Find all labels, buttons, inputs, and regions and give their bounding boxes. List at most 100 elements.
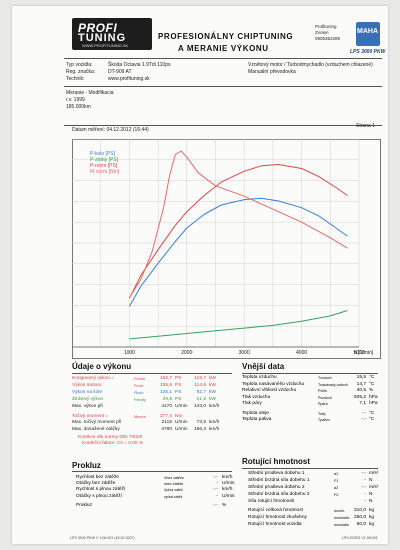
meta-divider — [64, 125, 382, 126]
vehicle-divider — [64, 86, 382, 87]
rotating-row-symbol: F1 — [334, 479, 339, 483]
chart-legend: P-kolo [PS] P-ztráty [PS] P-norm [PS] M-… — [90, 151, 119, 175]
perf-row-value1: 4780 — [161, 427, 172, 433]
header-divider — [64, 58, 382, 59]
external-row-symbol: Tnasávaný vzduch — [318, 382, 348, 387]
norm-note: Korekce dle normy DIN 70020 — [78, 435, 143, 440]
external-row-value: -.- — [361, 417, 366, 422]
rotating-row-unit: kg — [369, 515, 375, 520]
prokluz-row-value: -.- — [213, 502, 218, 508]
external-row-unit: hPa — [369, 401, 378, 406]
external-row-label: Teplota vzduchu — [242, 375, 277, 380]
prokluz-row-symbol: nplná zátěž — [164, 494, 183, 499]
perf-row-unit1: PS — [175, 382, 182, 388]
perf-row-unit2: kW — [209, 396, 216, 402]
rotating-title: Rotující hmotnost — [242, 457, 310, 466]
external-row-label: Relativní vlhkost vzduchu — [242, 388, 297, 393]
perf-row-value1: 4170 — [161, 403, 172, 409]
external-row-label: Tlak vzduchu — [242, 394, 271, 400]
external-row-unit: hPa — [369, 394, 378, 400]
rotating-row-unit: N — [369, 492, 373, 497]
perf-row-unit1: U/min — [175, 427, 188, 433]
footer-right: LPS-EDRG V1.08.001 — [342, 536, 378, 540]
external-row-value: -.- — [361, 410, 366, 416]
logo-url: WWW.PROFITUNING.SK — [82, 43, 129, 48]
external-row-label: Tlak páry — [242, 401, 262, 406]
prokluz-row-value: - — [216, 493, 218, 499]
x-axis-label: n [1/min] — [354, 350, 374, 356]
external-row-unit: °C — [369, 381, 375, 387]
rotating-row-label: Střední prodleva dobehu 1 — [248, 471, 305, 476]
perf-row-symbol: Mnorm — [134, 414, 146, 419]
logo-line1: PROFI — [78, 21, 118, 35]
perf-row-symbol: Pnorm — [134, 377, 146, 381]
logo-line2: TUNING — [78, 32, 127, 44]
performance-title: Údaje o výkonu — [72, 362, 132, 371]
performance-divider — [72, 373, 232, 374]
perf-row-value2: 21,9 — [196, 396, 206, 402]
prokluz-row-value: - — [216, 481, 218, 487]
rotating-row-symbol: a1 — [334, 472, 339, 476]
external-row-label: Teplota paliva — [242, 417, 272, 422]
perf-row-unit1: U/min — [175, 420, 188, 426]
perf-row-unit1: U/min — [175, 403, 188, 409]
prokluz-row-unit: U/min — [222, 493, 235, 499]
perf-row-value1: 155,9 — [159, 382, 172, 388]
perf-row-unit1: PS — [175, 389, 182, 395]
perf-row-value1: 29,8 — [162, 396, 172, 402]
perf-row-value1: 2115 — [161, 420, 172, 426]
perf-row-unit1: PS — [175, 396, 182, 402]
x-tick-label: 1000 — [124, 350, 135, 356]
maha-logo-box — [356, 22, 380, 46]
technik-value: www.profituning.sk — [108, 76, 150, 82]
perf-row-value2: 119,7 — [194, 376, 206, 381]
note-line3: 185.000km — [66, 104, 91, 110]
header-title-line2: A MERANIE VÝKONU — [178, 44, 269, 53]
rotating-row-value: -.- — [361, 485, 366, 490]
external-row-unit: °C — [369, 410, 375, 416]
perf-row-unit2: kW — [209, 389, 216, 395]
prokluz-row-label: Rychlost bez zátěže — [76, 475, 119, 480]
external-row-unit: °C — [369, 417, 375, 422]
rotating-row-label: Rotující hmotnost zkušebny — [248, 515, 307, 520]
perf-row-value2: 92,7 — [196, 389, 206, 395]
rotating-row-value: 60,0 — [356, 522, 366, 527]
rotating-row-unit: N — [369, 499, 373, 504]
chart-grid — [72, 139, 360, 348]
perf-row-unit2: kW — [209, 382, 216, 388]
technik-label: Technik: — [66, 76, 85, 82]
external-divider — [242, 373, 378, 374]
norm-factor: Korekční faktor: Cs = 0,00 % — [82, 441, 144, 446]
rotating-row-symbol: mzkušeb. — [334, 516, 351, 520]
external-row-label: Teplota nasávaného vzduchu — [242, 381, 305, 387]
series-line-1 — [129, 310, 348, 340]
prokluz-row-symbol: nbez zátěže — [164, 482, 184, 487]
dyno-chart: 1000 2000 3000 4000 5000 — [72, 139, 365, 356]
perf-row-unit2: km/h — [209, 420, 220, 426]
perf-row-label: Max. výkon při — [72, 403, 103, 409]
external-row-value: 40,5 — [356, 388, 366, 393]
perf-row-symbol: Pztráty — [134, 397, 146, 402]
profituning-logo: PROFI TUNING WWW.PROFITUNING.SK — [72, 18, 152, 50]
external-row-symbol: Pvzduch — [318, 395, 332, 400]
perf-row-label: Ztrátový výkon — [72, 396, 104, 402]
perf-row-label: Korigovaný výkon = — [72, 376, 114, 381]
dyno-chart-frame — [72, 139, 381, 359]
prokluz-row-unit: U/min — [222, 481, 235, 487]
legend-p-kolo: P-kolo [PS] — [90, 151, 116, 157]
x-tick-label: 2000 — [181, 350, 192, 356]
prokluz-row-label: Prokluz — [76, 502, 92, 508]
external-row-value: 935,2 — [353, 394, 366, 400]
perf-row-unit2: km/h — [209, 427, 220, 433]
prokluz-row-unit: % — [222, 502, 227, 508]
contact-city: Zvolen — [315, 30, 329, 35]
perf-row-unit2: kW — [209, 376, 216, 381]
external-row-symbol: Tolej — [318, 411, 326, 416]
rotating-row-symbol: a2 — [334, 486, 339, 490]
chart-series — [128, 150, 348, 340]
perf-row-unit2: km/h — [209, 403, 220, 409]
perf-row-label: Výkon motoru — [72, 382, 102, 388]
perf-row-value1: 126,1 — [159, 389, 172, 395]
reg-label: Reg. značka: — [66, 69, 96, 75]
external-title: Vnější data — [242, 362, 285, 371]
